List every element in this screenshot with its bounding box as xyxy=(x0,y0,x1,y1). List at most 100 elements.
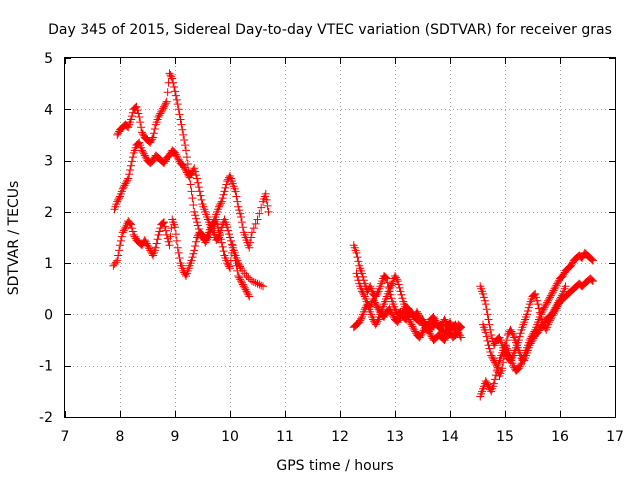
data-point xyxy=(191,211,200,220)
data-point xyxy=(373,303,382,312)
data-point xyxy=(415,312,424,321)
data-point xyxy=(231,187,240,196)
data-point xyxy=(548,288,557,297)
data-point xyxy=(371,300,380,309)
x-tick-label: 13 xyxy=(386,429,404,445)
data-point xyxy=(188,253,197,262)
x-tick-label: 11 xyxy=(276,429,294,445)
data-point xyxy=(552,301,561,310)
data-point xyxy=(175,110,184,119)
data-point xyxy=(249,277,258,286)
data-point xyxy=(168,74,177,83)
data-point xyxy=(413,307,421,316)
data-point xyxy=(118,228,127,237)
x-tick-label: 9 xyxy=(171,429,180,445)
data-point xyxy=(507,354,516,363)
data-point xyxy=(127,112,136,121)
data-point xyxy=(162,230,171,239)
data-point xyxy=(222,180,231,189)
data-point xyxy=(578,254,586,263)
data-point xyxy=(237,212,245,221)
data-point xyxy=(127,157,136,166)
data-point xyxy=(440,336,449,345)
data-point xyxy=(132,102,141,111)
data-point xyxy=(172,236,181,245)
data-point xyxy=(373,317,382,326)
data-point xyxy=(134,139,143,148)
data-point xyxy=(482,305,491,314)
y-tick-label: 0 xyxy=(44,307,53,323)
data-point xyxy=(393,318,402,327)
data-point xyxy=(588,255,597,264)
data-point xyxy=(550,305,559,314)
data-point xyxy=(147,136,156,145)
data-point xyxy=(139,149,148,158)
data-point xyxy=(133,106,142,115)
data-point xyxy=(145,244,154,253)
data-point xyxy=(206,223,215,232)
data-point xyxy=(161,99,170,108)
data-point xyxy=(173,154,182,163)
data-point xyxy=(479,289,487,298)
data-point xyxy=(224,260,233,269)
data-point xyxy=(502,336,511,345)
data-point xyxy=(140,151,149,160)
data-point xyxy=(136,118,145,127)
data-point xyxy=(215,201,224,210)
data-point xyxy=(191,167,200,176)
data-point xyxy=(443,320,452,329)
data-point xyxy=(429,312,438,321)
data-point xyxy=(534,328,542,337)
data-point xyxy=(160,218,168,227)
x-tick-label: 12 xyxy=(331,429,349,445)
data-point xyxy=(173,100,182,109)
data-point xyxy=(174,105,183,114)
data-point xyxy=(188,194,197,203)
data-point xyxy=(481,328,490,337)
data-point xyxy=(484,341,493,350)
data-point xyxy=(553,300,562,309)
data-point xyxy=(128,227,137,236)
data-point xyxy=(138,146,146,155)
data-point xyxy=(189,249,198,258)
data-point xyxy=(239,282,248,291)
data-point xyxy=(159,218,168,227)
data-point xyxy=(501,346,509,355)
data-point xyxy=(387,294,396,303)
data-point xyxy=(528,336,537,345)
data-point xyxy=(491,360,500,369)
y-tick-label: 4 xyxy=(44,102,53,118)
data-point xyxy=(493,365,502,374)
data-point xyxy=(236,209,245,218)
data-point xyxy=(234,271,243,280)
data-point xyxy=(417,316,426,325)
data-point xyxy=(174,155,183,164)
data-point xyxy=(392,275,401,284)
data-point xyxy=(389,312,398,321)
data-point xyxy=(127,161,135,170)
data-point xyxy=(556,295,564,304)
data-point xyxy=(251,219,260,228)
data-point xyxy=(220,187,229,196)
data-point xyxy=(354,257,363,266)
data-point xyxy=(508,353,517,362)
data-point xyxy=(257,203,266,212)
data-point xyxy=(506,356,515,365)
data-point xyxy=(182,153,191,162)
data-point xyxy=(113,197,122,206)
data-point xyxy=(127,224,136,233)
data-point xyxy=(406,318,415,327)
data-point xyxy=(194,183,203,192)
y-tick-labels: -2 -1 0 1 2 3 4 5 xyxy=(39,51,53,426)
data-point xyxy=(395,314,404,323)
data-point xyxy=(588,276,597,285)
data-point xyxy=(394,280,403,289)
data-point xyxy=(171,148,179,157)
data-point xyxy=(226,236,235,245)
data-point xyxy=(549,286,558,295)
data-point xyxy=(197,195,206,204)
data-point xyxy=(249,224,258,233)
data-point xyxy=(527,337,536,346)
data-point xyxy=(141,153,150,162)
data-point xyxy=(546,291,555,300)
